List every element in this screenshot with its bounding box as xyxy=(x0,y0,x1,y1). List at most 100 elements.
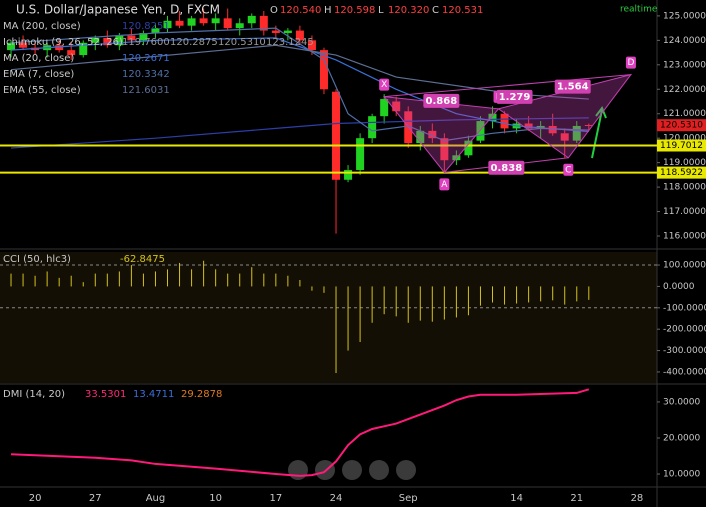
indicator-readout: 120.2671 xyxy=(122,53,170,64)
candle-body xyxy=(187,18,196,26)
x-tick-label: 28 xyxy=(631,493,644,504)
candle-body xyxy=(259,15,268,31)
cci-panel xyxy=(0,252,657,383)
ohlc-name: H xyxy=(324,5,332,16)
button[interactable] xyxy=(369,460,389,480)
ohlc-value: 120.540 xyxy=(280,5,321,16)
button[interactable] xyxy=(342,460,362,480)
candle-body xyxy=(572,125,581,141)
ratio-box xyxy=(496,89,533,104)
candle-body xyxy=(55,45,64,51)
indicator-readout: 120.8251 xyxy=(122,21,170,32)
x-tick-label: 20 xyxy=(29,493,42,504)
pattern-point-box xyxy=(439,178,450,191)
y-tick-label: 20.0000 xyxy=(663,433,700,443)
indicator-name: Ichimoku (9, 26, 52, 26) xyxy=(3,37,123,48)
candle-body xyxy=(139,33,148,41)
candle-body xyxy=(115,35,124,46)
candle-body xyxy=(464,140,473,156)
candle-body xyxy=(283,30,292,34)
y-tick-label: 118.0000 xyxy=(663,183,706,193)
candle-body xyxy=(380,99,389,117)
candle-body xyxy=(79,42,88,56)
price-label-box xyxy=(657,166,706,179)
indicator-readout: 121.6031 xyxy=(122,85,170,96)
y-tick-label: 125.0000 xyxy=(663,11,706,21)
candle-body xyxy=(235,23,244,29)
indicator-readout: 119.7600 xyxy=(122,37,170,48)
status: realtime xyxy=(620,5,658,15)
y-tick-label: 121.0000 xyxy=(663,109,706,119)
indicator-readout: 120.2875 xyxy=(170,37,218,48)
candle-body xyxy=(488,113,497,122)
pattern-point-box xyxy=(563,163,574,176)
y-tick-label: -300.0000 xyxy=(663,346,706,356)
candle-body xyxy=(344,169,353,180)
ohlc-name: L xyxy=(378,5,384,16)
candle-body xyxy=(536,125,545,129)
x-tick-label: 17 xyxy=(269,493,282,504)
pattern-point-label: X xyxy=(381,80,387,90)
candle-body xyxy=(440,138,449,161)
candle-body xyxy=(416,130,425,144)
candle-body xyxy=(151,28,160,34)
candle-body xyxy=(584,124,593,126)
price-label: 119.7012 xyxy=(660,141,703,151)
x-tick-label: 21 xyxy=(570,493,583,504)
candle-body xyxy=(548,125,557,134)
x-tick-label: Aug xyxy=(146,493,166,504)
candle-body xyxy=(211,18,220,24)
indicator-readout: 123.1245 xyxy=(266,37,314,48)
candle-body xyxy=(307,40,316,51)
ohlc-value: 120.598 xyxy=(334,5,375,16)
ratio-box xyxy=(488,160,525,175)
candle-body xyxy=(103,37,112,46)
candle-body xyxy=(392,101,401,112)
indicator-readout: 13.4711 xyxy=(133,389,174,400)
y-tick-label: -400.0000 xyxy=(663,367,706,377)
pattern-point-box xyxy=(625,56,636,69)
x-tick-label: 24 xyxy=(330,493,343,504)
y-tick-label: -200.0000 xyxy=(663,325,706,335)
button[interactable] xyxy=(288,460,308,480)
indicator-name: EMA (7, close) xyxy=(3,69,74,80)
candle-body xyxy=(332,91,341,180)
button[interactable] xyxy=(396,460,416,480)
ohlc-value: 120.320 xyxy=(388,5,429,16)
y-tick-label: 100.0000 xyxy=(663,261,706,271)
y-tick-label: 120.0000 xyxy=(663,134,706,144)
candle-body xyxy=(500,113,509,129)
x-tick-label: 10 xyxy=(209,493,222,504)
indicator-name: MA (20, close) xyxy=(3,53,74,64)
x-tick-label: Sep xyxy=(399,493,418,504)
y-tick-label: 124.0000 xyxy=(663,36,706,46)
price-label-box xyxy=(657,139,706,152)
candle-body xyxy=(476,121,485,141)
candle-body xyxy=(91,37,100,43)
pattern-point-box xyxy=(379,78,390,91)
y-tick-label: 10.0000 xyxy=(663,470,700,480)
indicator-readout: 120.5310 xyxy=(218,37,266,48)
candle-body xyxy=(319,50,328,90)
candle-body xyxy=(368,116,377,139)
pattern-leg xyxy=(384,74,631,98)
ratio-label: 0.868 xyxy=(426,96,458,107)
ratio-label: 1.564 xyxy=(557,82,589,93)
chart-title: U.S. Dollar/Japanese Yen, D, FXCM xyxy=(16,3,220,17)
indicator-name: CCI (50, hlc3) xyxy=(3,254,71,265)
pattern-point-label: D xyxy=(627,58,634,68)
ratio-box xyxy=(554,79,591,94)
candle-body xyxy=(223,18,232,29)
pattern-point-label: A xyxy=(441,180,448,190)
candle-body xyxy=(524,123,533,129)
candle-body xyxy=(163,20,172,29)
candle-body xyxy=(127,35,136,41)
y-tick-label: 123.0000 xyxy=(663,60,706,70)
x-tick-label: 27 xyxy=(89,493,102,504)
ratio-label: 1.279 xyxy=(499,92,531,103)
candle-body xyxy=(356,138,365,170)
indicator-readout: 120.3342 xyxy=(122,69,170,80)
y-tick-label: 119.0000 xyxy=(663,158,706,168)
